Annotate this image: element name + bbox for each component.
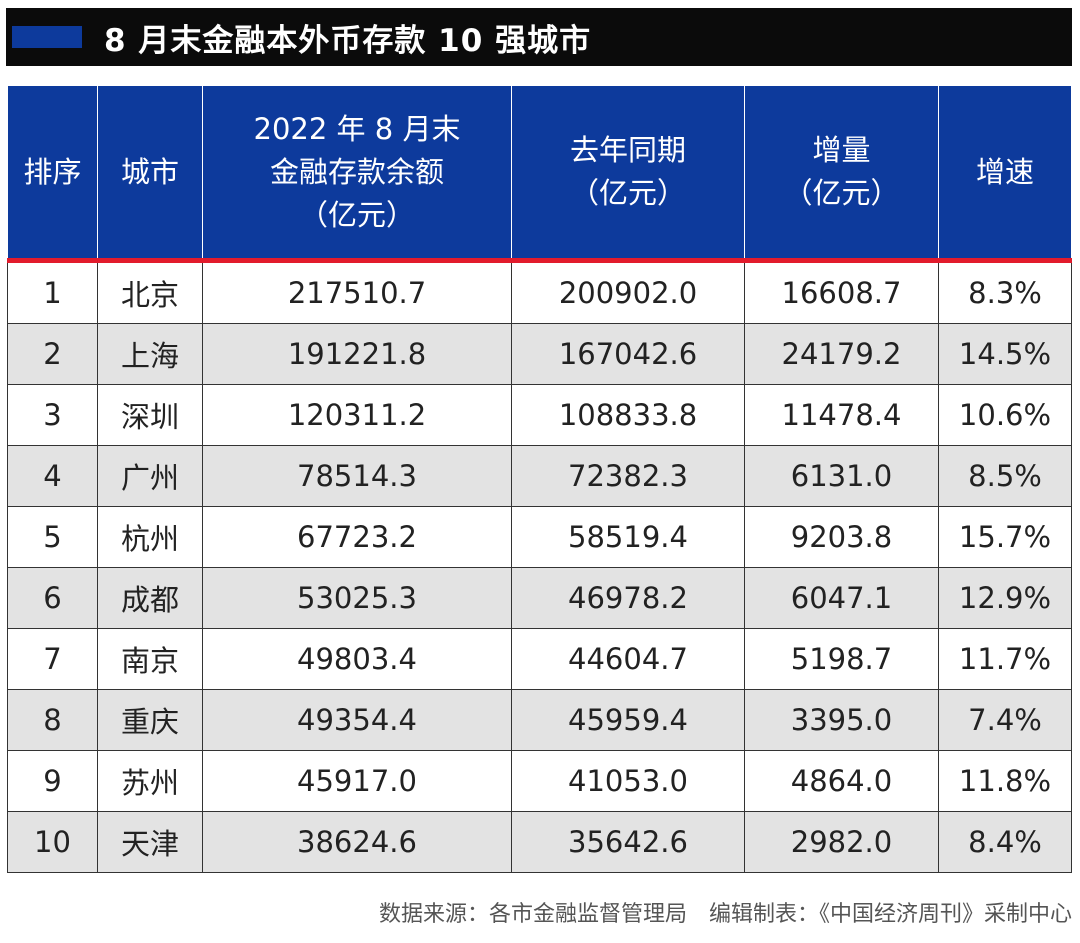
cell-rank: 6 — [7, 567, 98, 629]
header-rank-line: 排序 — [23, 154, 82, 189]
data-table-container: 排序 城市 2022 年 8 月末 金融存款余额 （亿元） 去年同期 （亿元） 增量 （… — [7, 85, 1072, 873]
cell-increase: 2982.0 — [744, 811, 939, 873]
cell-deposit: 49354.4 — [202, 689, 512, 751]
cell-last-year: 46978.2 — [511, 567, 745, 629]
cell-last-year: 200902.0 — [511, 260, 745, 324]
cell-deposit: 78514.3 — [202, 445, 512, 507]
cell-deposit: 45917.0 — [202, 750, 512, 812]
cell-city: 苏州 — [97, 750, 203, 812]
cell-city: 天津 — [97, 811, 203, 873]
cell-rank: 1 — [7, 260, 98, 324]
cell-growth: 15.7% — [938, 506, 1072, 568]
header-increase-line: 增量 — [812, 133, 871, 167]
table-row: 1 北京 217510.7 200902.0 16608.7 8.3% — [7, 260, 1072, 324]
cell-rank: 7 — [7, 628, 98, 690]
cell-growth: 14.5% — [938, 323, 1072, 385]
cell-rank: 5 — [7, 506, 98, 568]
cell-increase: 16608.7 — [744, 260, 939, 324]
table-row: 5 杭州 67723.2 58519.4 9203.8 15.7% — [7, 506, 1072, 568]
table-body: 1 北京 217510.7 200902.0 16608.7 8.3% 2 上海 191221.… — [7, 260, 1072, 873]
cell-city: 深圳 — [97, 384, 203, 446]
cell-deposit: 217510.7 — [202, 260, 512, 324]
cell-city: 北京 — [97, 260, 203, 324]
cell-rank: 4 — [7, 445, 98, 507]
cell-growth: 11.8% — [938, 750, 1072, 812]
cell-deposit: 53025.3 — [202, 567, 512, 629]
title-accent-bar — [12, 26, 82, 48]
cell-increase: 5198.7 — [744, 628, 939, 690]
header-row: 排序 城市 2022 年 8 月末 金融存款余额 （亿元） 去年同期 （亿元） 增量 （… — [7, 85, 1072, 263]
cell-city: 成都 — [97, 567, 203, 629]
cell-increase: 6047.1 — [744, 567, 939, 629]
header-rank: 排序 — [7, 85, 98, 263]
header-growth: 增速 — [938, 85, 1072, 263]
header-last-year-line: 去年同期 — [569, 133, 686, 167]
source-note: 数据来源：各市金融监督管理局 — [378, 902, 687, 927]
header-deposit-line: 金融存款余额 — [269, 154, 444, 189]
cell-last-year: 58519.4 — [511, 506, 745, 568]
cell-last-year: 35642.6 — [511, 811, 745, 873]
cell-deposit: 67723.2 — [202, 506, 512, 568]
table-row: 8 重庆 49354.4 45959.4 3395.0 7.4% — [7, 689, 1072, 751]
cell-increase: 11478.4 — [744, 384, 939, 446]
header-city: 城市 — [97, 85, 203, 263]
header-growth-line: 增速 — [975, 154, 1034, 189]
cell-city: 上海 — [97, 323, 203, 385]
cell-city: 杭州 — [97, 506, 203, 568]
cell-deposit: 191221.8 — [202, 323, 512, 385]
table-row: 4 广州 78514.3 72382.3 6131.0 8.5% — [7, 445, 1072, 507]
cell-increase: 6131.0 — [744, 445, 939, 507]
cell-city: 广州 — [97, 445, 203, 507]
cell-last-year: 41053.0 — [511, 750, 745, 812]
table-row: 9 苏州 45917.0 41053.0 4864.0 11.8% — [7, 750, 1072, 812]
footer-note: 数据来源：各市金融监督管理局 编辑制表：《中国经济周刊》采制中心 — [379, 896, 1072, 928]
cell-last-year: 167042.6 — [511, 323, 745, 385]
cell-rank: 9 — [7, 750, 98, 812]
cell-growth: 12.9% — [938, 567, 1072, 629]
table-row: 3 深圳 120311.2 108833.8 11478.4 10.6% — [7, 384, 1072, 446]
table-row: 7 南京 49803.4 44604.7 5198.7 11.7% — [7, 628, 1072, 690]
cell-city: 南京 — [97, 628, 203, 690]
cell-increase: 9203.8 — [744, 506, 939, 568]
cell-deposit: 120311.2 — [202, 384, 512, 446]
cell-last-year: 108833.8 — [511, 384, 745, 446]
cell-last-year: 72382.3 — [511, 445, 745, 507]
cell-city: 重庆 — [97, 689, 203, 751]
header-deposit-line: 2022 年 8 月末 — [253, 111, 461, 146]
header-last-year: 去年同期 （亿元） — [511, 85, 745, 263]
header-deposit: 2022 年 8 月末 金融存款余额 （亿元） — [202, 85, 512, 263]
cell-rank: 8 — [7, 689, 98, 751]
cell-last-year: 44604.7 — [511, 628, 745, 690]
header-deposit-line: （亿元） — [298, 197, 415, 232]
cell-deposit: 49803.4 — [202, 628, 512, 690]
header-city-line: 城市 — [120, 154, 179, 189]
header-increase-line: （亿元） — [783, 176, 900, 210]
table-row: 2 上海 191221.8 167042.6 24179.2 14.5% — [7, 323, 1072, 385]
deposit-ranking-table: 排序 城市 2022 年 8 月末 金融存款余额 （亿元） 去年同期 （亿元） 增量 （… — [7, 85, 1072, 873]
table-row: 6 成都 53025.3 46978.2 6047.1 12.9% — [7, 567, 1072, 629]
cell-growth: 10.6% — [938, 384, 1072, 446]
cell-growth: 11.7% — [938, 628, 1072, 690]
cell-rank: 3 — [7, 384, 98, 446]
cell-increase: 3395.0 — [744, 689, 939, 751]
cell-increase: 4864.0 — [744, 750, 939, 812]
editor-note: 编辑制表：《中国经济周刊》采制中心 — [708, 902, 1072, 927]
cell-rank: 10 — [7, 811, 98, 873]
title-bar: 8 月末金融本外币存款 10 强城市 — [6, 8, 1072, 66]
cell-growth: 8.3% — [938, 260, 1072, 324]
cell-increase: 24179.2 — [744, 323, 939, 385]
cell-growth: 8.5% — [938, 445, 1072, 507]
table-title: 8 月末金融本外币存款 10 强城市 — [104, 22, 592, 59]
cell-last-year: 45959.4 — [511, 689, 745, 751]
table-row: 10 天津 38624.6 35642.6 2982.0 8.4% — [7, 811, 1072, 873]
cell-growth: 8.4% — [938, 811, 1072, 873]
cell-deposit: 38624.6 — [202, 811, 512, 873]
header-increase: 增量 （亿元） — [744, 85, 939, 263]
header-last-year-line: （亿元） — [569, 176, 686, 210]
cell-growth: 7.4% — [938, 689, 1072, 751]
cell-rank: 2 — [7, 323, 98, 385]
